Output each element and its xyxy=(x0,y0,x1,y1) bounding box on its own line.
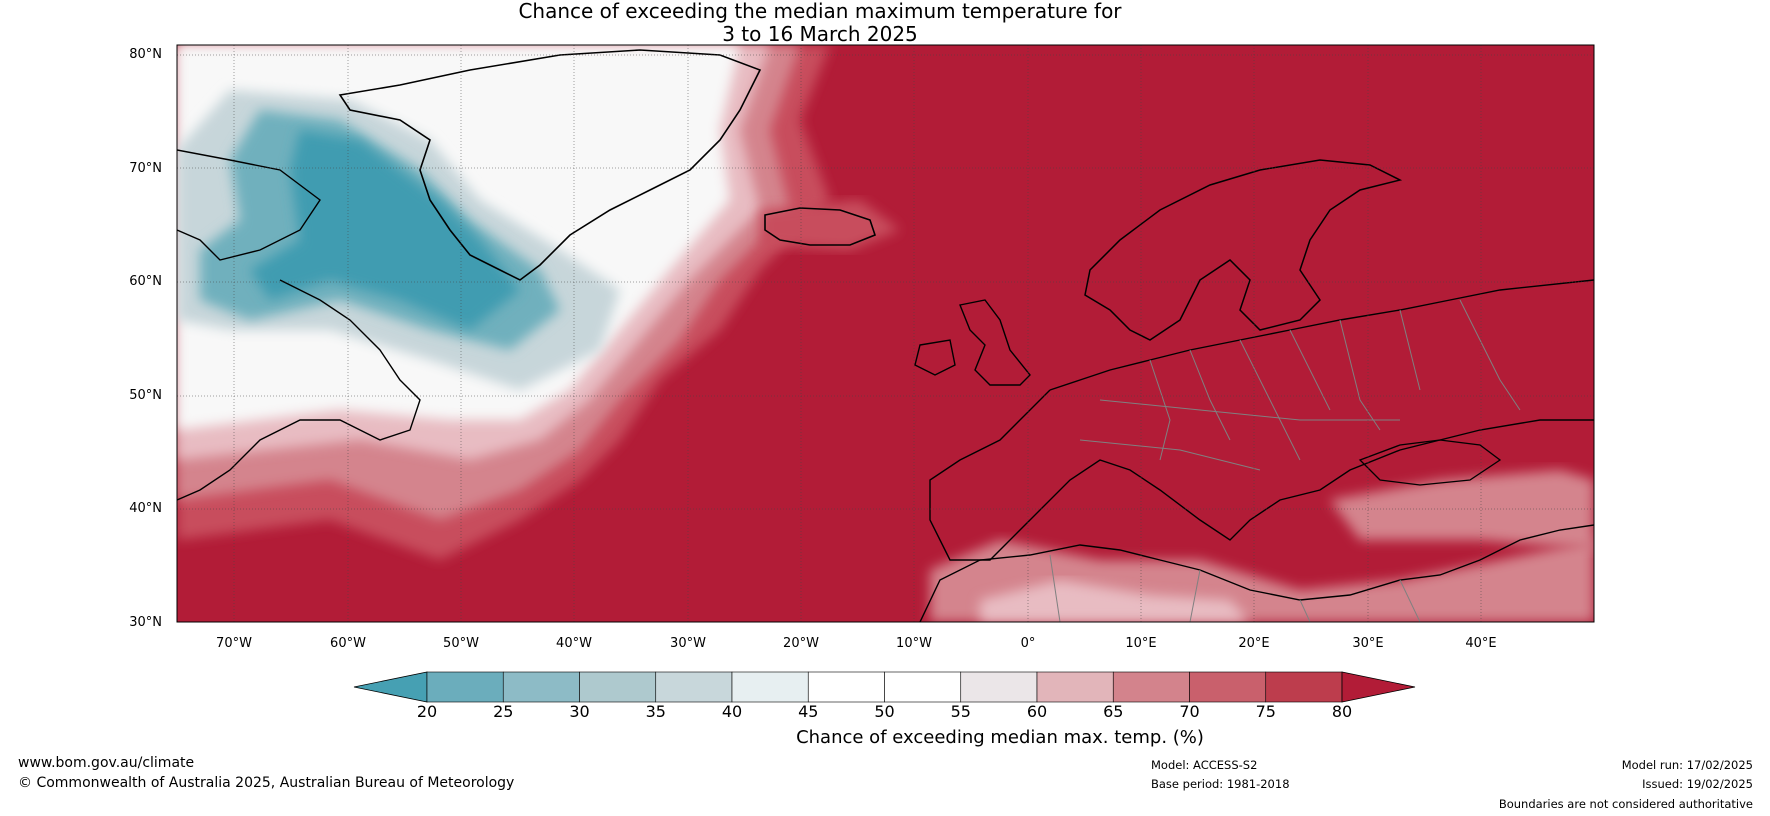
europe-coast xyxy=(929,279,1594,561)
lat-label-50n: 50°N xyxy=(129,388,162,403)
colorbar-extend-high xyxy=(1341,671,1416,703)
colorbar-tick-label: 60 xyxy=(1026,702,1048,721)
colorbar-title: Chance of exceeding median max. temp. (%… xyxy=(796,727,1204,748)
british-isles-coast xyxy=(914,299,1031,386)
labrador-coast xyxy=(177,149,421,501)
lat-label-70n: 70°N xyxy=(129,161,162,176)
colorbar-segment xyxy=(502,671,580,703)
lon-label-60w: 60°W xyxy=(330,636,366,651)
greenland-coast xyxy=(338,49,762,281)
colorbar-segment xyxy=(884,671,962,703)
colorbar-tick-label: 75 xyxy=(1255,702,1276,721)
lat-label-80n: 80°N xyxy=(129,47,162,62)
colorbar-extend-low xyxy=(353,671,428,703)
base-period-text: Base period: 1981-2018 xyxy=(1151,777,1290,791)
graticule xyxy=(177,45,1594,622)
website-text: www.bom.gov.au/climate xyxy=(18,755,195,771)
colorbar-tick-label: 80 xyxy=(1331,702,1353,721)
model-run-text: Model run: 17/02/2025 xyxy=(1621,758,1753,772)
coldest-region xyxy=(250,130,520,330)
lon-label-0: 0° xyxy=(1020,636,1036,651)
colorbar-segment xyxy=(731,671,809,703)
map-frame xyxy=(176,44,1595,623)
black-sea-coast xyxy=(1358,439,1502,486)
map-title-line2: 3 to 16 March 2025 xyxy=(722,22,918,46)
north-africa-pale xyxy=(980,580,1250,622)
colorbar-tick-label: 25 xyxy=(493,702,514,721)
colorbar-segment xyxy=(960,671,1038,703)
iceland-warm-spot xyxy=(760,200,900,250)
disclaimer-text: Boundaries are not considered authoritat… xyxy=(1498,797,1753,811)
colorbar-segment xyxy=(1189,671,1267,703)
lon-label-30w: 30°W xyxy=(670,636,706,651)
colorbar-tick-label: 45 xyxy=(798,702,819,721)
lon-label-20e: 20°E xyxy=(1238,636,1270,651)
lon-label-40w: 40°W xyxy=(556,636,592,651)
colorbar-tick-label: 65 xyxy=(1103,702,1124,721)
colorbar-segment xyxy=(1112,671,1190,703)
colorbar-segment xyxy=(1265,671,1343,703)
caucasus-region xyxy=(1330,470,1594,550)
lat-label-40n: 40°N xyxy=(129,501,162,516)
map-title-line1: Chance of exceeding the median maximum t… xyxy=(518,0,1122,23)
model-text: Model: ACCESS-S2 xyxy=(1151,758,1258,772)
lon-label-10w: 10°W xyxy=(896,636,932,651)
lon-label-20w: 20°W xyxy=(783,636,819,651)
lat-label-60n: 60°N xyxy=(129,274,162,289)
colorbar-tick-label: 70 xyxy=(1179,702,1200,721)
lat-label-30n: 30°N xyxy=(129,615,162,630)
lon-label-40e: 40°E xyxy=(1465,636,1497,651)
lon-label-50w: 50°W xyxy=(443,636,479,651)
lon-label-70w: 70°W xyxy=(216,636,252,651)
colorbar-tick-label: 35 xyxy=(645,702,666,721)
colorbar-tick-label: 30 xyxy=(569,702,590,721)
country-borders xyxy=(1049,299,1521,622)
lon-label-30e: 30°E xyxy=(1352,636,1384,651)
colorbar-segment xyxy=(426,671,504,703)
colorbar-tick-label: 20 xyxy=(416,702,438,721)
copyright-text: © Commonwealth of Australia 2025, Austra… xyxy=(18,775,515,791)
colorbar-segment xyxy=(655,671,733,703)
colorbar-tick-label: 40 xyxy=(721,702,743,721)
issued-text: Issued: 19/02/2025 xyxy=(1642,777,1753,791)
africa-coast xyxy=(919,524,1594,622)
colorbar-tick-label: 50 xyxy=(874,702,895,721)
colorbar-segment xyxy=(579,671,657,703)
scandinavia-coast xyxy=(1084,159,1403,341)
colorbar-tick-label: 55 xyxy=(950,702,971,721)
colorbar-segment xyxy=(807,671,885,703)
lon-label-10e: 10°E xyxy=(1125,636,1157,651)
colorbar-segment xyxy=(1036,671,1114,703)
iceland-coast xyxy=(764,207,876,246)
